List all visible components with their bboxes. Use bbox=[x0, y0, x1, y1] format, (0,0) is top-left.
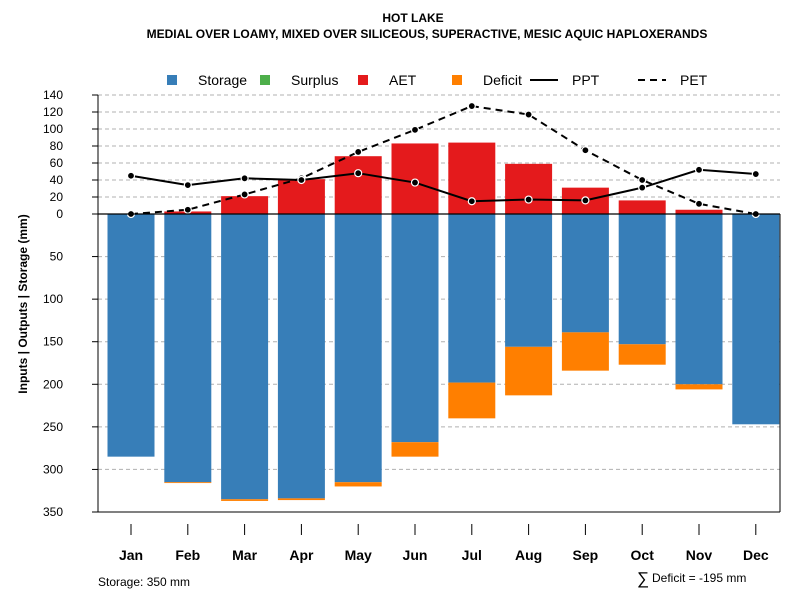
bars bbox=[107, 142, 780, 501]
storage-bar bbox=[391, 214, 439, 443]
y-tick-label-lower: 250 bbox=[43, 420, 63, 434]
ppt-point bbox=[581, 196, 590, 205]
aet-bar bbox=[277, 179, 325, 214]
storage-bar bbox=[164, 214, 212, 483]
ppt-point bbox=[240, 174, 249, 183]
x-tick-label: Jan bbox=[119, 547, 143, 563]
storage-bar bbox=[505, 214, 553, 347]
deficit-bar bbox=[391, 442, 439, 457]
deficit-bar bbox=[164, 482, 212, 484]
pet-point bbox=[467, 101, 476, 111]
y-tick-label-lower: 200 bbox=[43, 377, 63, 391]
lines bbox=[126, 101, 760, 219]
x-tick-label: Sep bbox=[573, 547, 599, 563]
y-axis-label: Inputs | Outputs | Storage (mm) bbox=[16, 214, 30, 393]
legend-label-deficit: Deficit bbox=[483, 72, 522, 88]
ppt-point bbox=[638, 183, 647, 192]
deficit-bar bbox=[505, 346, 553, 396]
x-tick-label: Nov bbox=[686, 547, 713, 563]
deficit-sum-symbol: ∑ bbox=[637, 569, 649, 588]
pet-point bbox=[694, 199, 704, 208]
storage-note: Storage: 350 mm bbox=[98, 575, 190, 589]
ppt-point bbox=[126, 171, 136, 180]
pet-point bbox=[240, 190, 249, 199]
chart-title: HOT LAKE bbox=[382, 11, 443, 25]
pet-point bbox=[410, 125, 420, 134]
ppt-point bbox=[524, 195, 533, 204]
pet-point bbox=[581, 146, 590, 155]
legend-label-pet: PET bbox=[680, 72, 708, 88]
y-tick-label-lower: 350 bbox=[43, 505, 63, 519]
legend-swatch-aet bbox=[358, 75, 368, 85]
storage-bar bbox=[107, 214, 155, 457]
deficit-bar bbox=[448, 382, 496, 419]
chart-subtitle: MEDIAL OVER LOAMY, MIXED OVER SILICEOUS,… bbox=[147, 27, 708, 41]
legend-label-aet: AET bbox=[389, 72, 417, 88]
storage-bar bbox=[732, 214, 780, 425]
storage-bar bbox=[277, 214, 325, 499]
deficit-bar bbox=[221, 499, 269, 501]
gridlines bbox=[98, 94, 780, 513]
x-tick-label: May bbox=[345, 547, 372, 563]
y-tick-label-upper: 0 bbox=[56, 207, 63, 221]
y-tick-label-lower: 300 bbox=[43, 462, 63, 476]
x-tick-label: Mar bbox=[232, 547, 257, 563]
y-tick-label-lower: 50 bbox=[50, 250, 64, 264]
ppt-point bbox=[751, 169, 760, 179]
x-tick-label: Jul bbox=[462, 547, 482, 563]
deficit-bar bbox=[334, 482, 382, 487]
x-tick-label: Oct bbox=[631, 547, 655, 563]
legend-swatch-surplus bbox=[260, 75, 270, 85]
y-tick-label-upper: 120 bbox=[43, 105, 63, 119]
aet-bar bbox=[505, 163, 553, 214]
legend-swatch-deficit bbox=[452, 75, 462, 85]
storage-bar bbox=[448, 214, 496, 383]
pet-point bbox=[638, 175, 647, 185]
storage-bar bbox=[221, 214, 269, 500]
y-tick-label-upper: 20 bbox=[50, 190, 64, 204]
y-tick-label-upper: 40 bbox=[50, 173, 64, 187]
aet-bar bbox=[334, 156, 382, 214]
deficit-bar bbox=[675, 384, 723, 390]
legend-swatch-storage bbox=[167, 75, 177, 85]
deficit-note: Deficit = -195 mm bbox=[652, 571, 746, 585]
axes: 0 20 40 60 80 100 120 140 50 100 150 200 250 300 350 Ja… bbox=[43, 88, 781, 563]
ppt-point bbox=[410, 178, 420, 187]
y-tick-label-upper: 100 bbox=[43, 122, 63, 136]
x-tick-label: Apr bbox=[289, 547, 314, 563]
storage-bar bbox=[561, 214, 609, 333]
x-tick-label: Aug bbox=[515, 547, 542, 563]
storage-bar bbox=[334, 214, 382, 483]
y-tick-label-upper: 60 bbox=[50, 156, 64, 170]
aet-bar bbox=[221, 196, 269, 214]
storage-bar bbox=[675, 214, 723, 385]
pet-point bbox=[183, 205, 192, 214]
ppt-line bbox=[130, 168, 756, 203]
y-tick-label-lower: 100 bbox=[43, 292, 63, 306]
x-tick-label: Feb bbox=[175, 547, 200, 563]
legend-label-ppt: PPT bbox=[572, 72, 600, 88]
aet-bar bbox=[675, 209, 723, 214]
deficit-bar bbox=[277, 498, 325, 501]
aet-bar bbox=[618, 200, 666, 214]
deficit-bar bbox=[618, 344, 666, 365]
y-tick-label-lower: 150 bbox=[43, 335, 63, 349]
x-tick-label: Dec bbox=[743, 547, 769, 563]
deficit-bar bbox=[561, 332, 609, 371]
ppt-point bbox=[183, 181, 192, 190]
ppt-point bbox=[694, 165, 704, 174]
ppt-point bbox=[354, 169, 363, 178]
legend-label-surplus: Surplus bbox=[291, 72, 338, 88]
pet-point bbox=[524, 110, 533, 119]
ppt-point bbox=[297, 175, 306, 185]
pet-point bbox=[354, 147, 363, 157]
y-tick-label-upper: 140 bbox=[43, 88, 63, 102]
legend-label-storage: Storage bbox=[198, 72, 247, 88]
legend: Storage Surplus AET Deficit PPT PET bbox=[167, 72, 708, 88]
ppt-point bbox=[467, 197, 476, 206]
storage-bar bbox=[618, 214, 666, 345]
y-tick-label-upper: 80 bbox=[50, 139, 64, 153]
x-tick-label: Jun bbox=[403, 547, 428, 563]
